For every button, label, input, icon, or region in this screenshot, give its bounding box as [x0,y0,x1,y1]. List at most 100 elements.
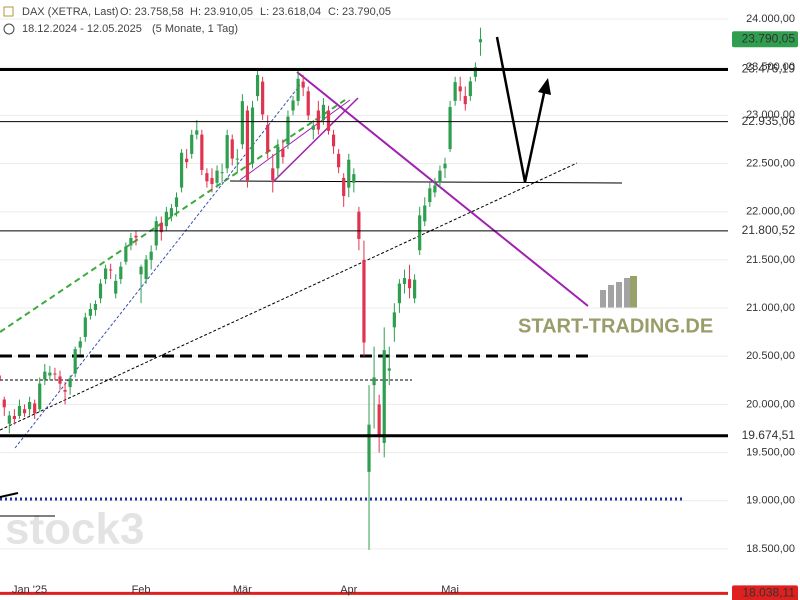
candle-body [321,104,326,121]
candle-body [438,170,442,183]
level-badge [732,427,798,444]
level-badge [732,61,798,78]
ohlc: O: 23.758,58 [120,6,184,18]
candle-body [413,279,417,299]
level-label: 21.800,52 [742,223,796,237]
ohlc: L: 23.618,04 [260,6,321,18]
watermark-start-trading: START-TRADING.DE [518,315,713,337]
candle-body [225,135,229,169]
candle-body [164,211,168,227]
candle-body [114,280,118,294]
candle-body [342,177,346,196]
candle-body [357,211,361,239]
level-label: 22.935,06 [742,114,796,128]
candle-body [109,269,113,271]
y-tick-label: 21.500,00 [746,254,795,266]
candle-body [478,39,483,43]
candle-body [210,177,214,185]
candle-body [407,279,412,289]
y-tick-label: 22.000,00 [746,206,795,218]
candle-body [220,172,224,174]
candle-body [453,82,457,101]
candle-body [387,368,391,371]
candle-body [245,110,250,181]
purple-triangle [239,99,351,181]
ohlc: H: 23.910,05 [190,6,253,18]
candle-body [149,251,153,260]
watermark-icon [600,276,637,308]
candle-body [144,259,148,280]
y-tick-label: 18.500,00 [746,543,795,555]
candle-body [276,146,280,169]
candle-body [296,78,300,101]
level-badge [732,585,798,600]
candle-body [281,149,285,158]
candle-body [443,163,447,169]
candle-body [448,107,452,150]
blue-trend-line [14,84,301,449]
candle-body [286,116,290,145]
candle-body [38,383,42,410]
candle-body [428,188,432,203]
stroke [0,492,19,498]
header: DAX (XETRA, Last) O: 23.758,58 H: 23.910… [3,6,391,35]
watermark-stock3: stock3 [5,505,144,554]
ohlc: C: 23.790,05 [328,6,391,18]
y-tick-label: 24.000,00 [746,13,795,25]
candle-body [250,107,255,164]
candle-body [27,401,32,410]
period: (5 Monate, 1 Tag) [152,23,238,35]
candle-body [271,168,275,180]
candle-body [185,158,189,163]
levels: 23.790,05 23.476,19 22.935,06 21.800,52 19.6… [0,31,798,600]
x-tick-label: Apr [340,584,357,596]
candle-body [205,173,209,182]
candle-body [392,312,396,328]
candle-body [169,208,174,217]
x-tick-label: Mär [233,584,252,596]
candle-body [306,91,310,116]
candle-body [154,221,158,246]
level-badge [732,222,798,239]
clock-icon [3,23,15,35]
candle-body [458,86,462,92]
candle-body [255,74,260,97]
level-badge [732,31,798,48]
candle-body [0,375,1,382]
purple-triangle [272,97,359,183]
candle-body [53,373,57,375]
candle-body [311,125,315,130]
candle-body [17,405,22,416]
y-tick-label: 22.500,00 [746,157,795,169]
candle-body [352,174,356,183]
candle-body [473,67,478,77]
candle-body [316,110,320,130]
candle-body [124,246,128,262]
candle-body [402,278,407,284]
level-label: 23.790,05 [742,31,796,45]
drawings [0,36,683,517]
candle-body [7,415,11,424]
y-tick-label: 23.500,00 [746,61,795,73]
y-tick-label: 20.500,00 [746,350,795,362]
title: DAX (XETRA, Last) [22,6,119,18]
candle-body [331,134,336,147]
candle-body [68,378,72,388]
candle-body [190,134,194,154]
candle-body [58,376,62,384]
candle-body [261,81,265,115]
candle-body [119,266,123,280]
candle-body [235,158,239,160]
candle-body [22,409,27,414]
watermarks: START-TRADING.DE stock3 [5,276,713,554]
candle-body [423,205,427,222]
trend-line [0,162,578,431]
candle-body [78,341,82,348]
level-label: 18.038,11 [743,586,796,600]
candle-body [200,134,204,170]
candle-body [382,350,386,443]
candle-body [372,377,376,386]
candle-body [48,372,52,376]
candle-body [174,197,179,207]
